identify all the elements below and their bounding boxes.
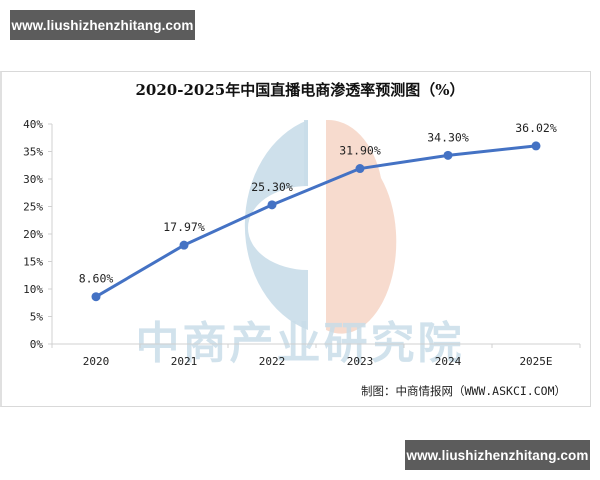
watermark-badge-bottom: www.liushizhenzhitang.com: [405, 440, 590, 470]
y-tick-label: 25%: [23, 201, 43, 214]
data-point-marker: [355, 164, 365, 174]
y-tick-label: 40%: [23, 118, 43, 131]
x-tick-label: 2023: [347, 355, 374, 368]
source-note: 制图：中商情报网（WWW.ASKCI.COM）: [360, 384, 566, 398]
data-point-marker: [267, 200, 277, 210]
chart-title: 2020-2025年中国直播电商渗透率预测图（%）: [135, 81, 465, 99]
x-tick-label: 2021: [171, 355, 198, 368]
data-label: 36.02%: [515, 121, 557, 135]
data-point-marker: [531, 141, 541, 151]
y-tick-label: 20%: [23, 228, 43, 241]
data-label: 34.30%: [427, 130, 469, 144]
data-point-marker: [91, 292, 101, 302]
y-tick-label: 0%: [30, 338, 44, 351]
y-tick-label: 15%: [23, 256, 43, 269]
data-point-marker: [443, 150, 453, 160]
data-label: 31.90%: [339, 144, 381, 158]
series-line: 8.60% 17.97% 25.30% 31.90% 34.30% 36.02%: [79, 121, 557, 302]
data-label: 8.60%: [79, 272, 114, 286]
x-tick-label: 2025E: [519, 355, 552, 368]
y-tick-label: 5%: [30, 311, 44, 324]
axes: 0% 5% 10% 15% 20% 25% 30% 35% 40% 2020 2021 2022 202…: [23, 118, 581, 368]
background-logo-icon: [244, 119, 397, 334]
x-tick-label: 2020: [83, 355, 110, 368]
x-tick-label: 2022: [259, 355, 286, 368]
y-tick-label: 30%: [23, 173, 43, 186]
y-tick-label: 35%: [23, 146, 43, 159]
y-tick-label: 10%: [23, 283, 43, 296]
watermark-badge-top: www.liushizhenzhitang.com: [10, 10, 195, 40]
data-point-marker: [179, 240, 189, 250]
data-label: 17.97%: [163, 220, 205, 234]
data-label: 25.30%: [251, 180, 293, 194]
x-tick-label: 2024: [435, 355, 462, 368]
